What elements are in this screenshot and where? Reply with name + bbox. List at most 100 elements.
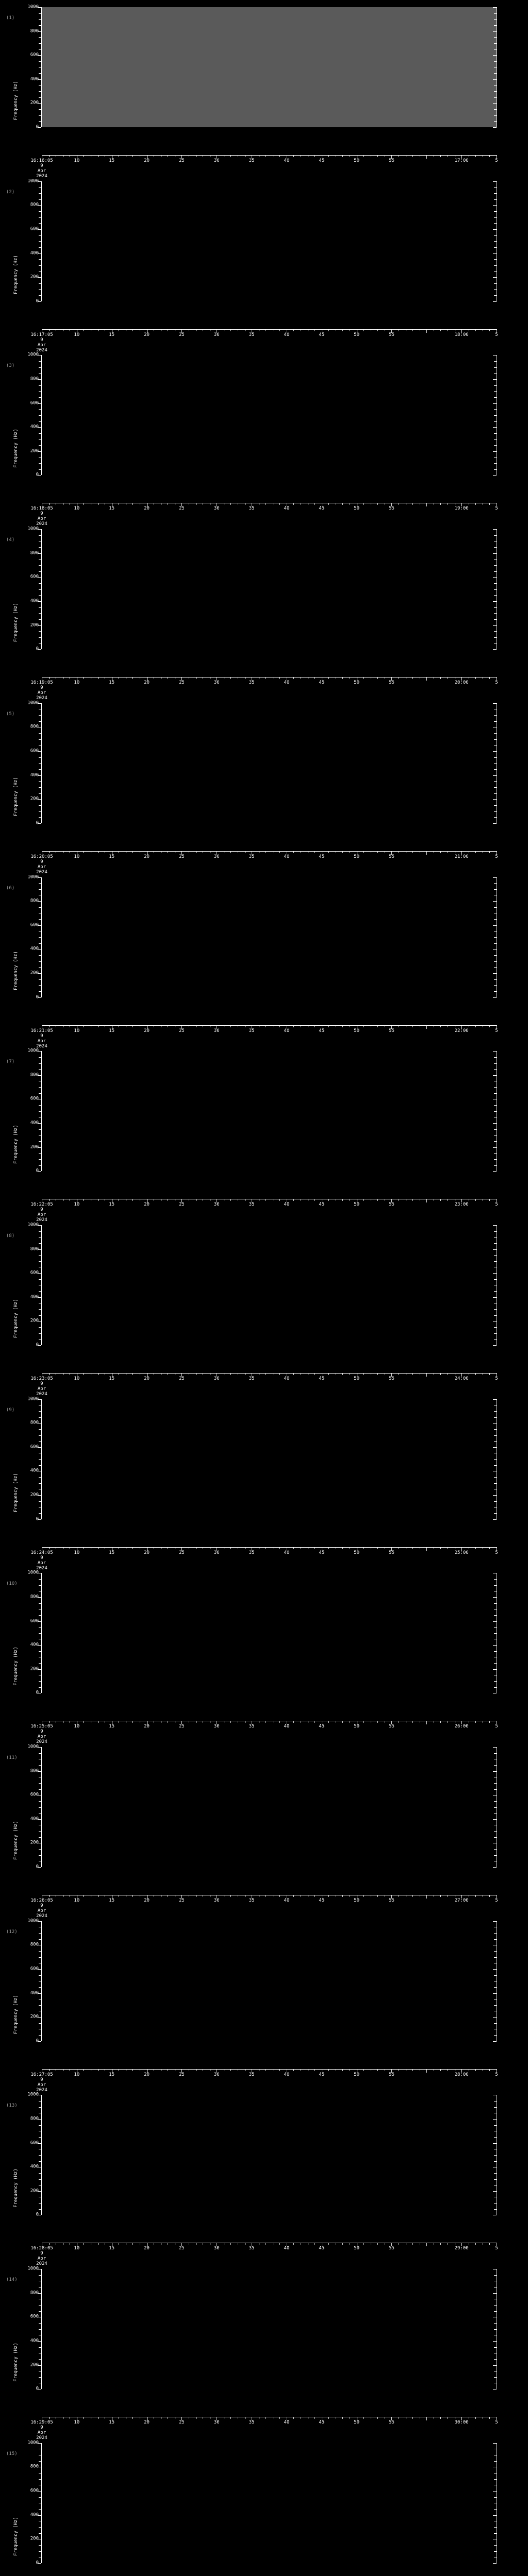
x-axis-end-timestamp-label: 23:00 bbox=[454, 1202, 469, 1208]
x-axis-end-timestamp-label: 29:00 bbox=[454, 2246, 469, 2251]
panel-plot-area[interactable] bbox=[42, 877, 497, 997]
x-axis-tick-label: 35 bbox=[249, 1724, 255, 1730]
y-axis-tick bbox=[38, 229, 41, 230]
right-axis-tick bbox=[494, 1987, 497, 1988]
panel-plot-area[interactable] bbox=[42, 1921, 497, 2041]
x-axis-tick bbox=[377, 2069, 378, 2071]
y-axis-tick bbox=[39, 1681, 41, 1682]
y-axis-tick-label: 200 bbox=[30, 1144, 39, 1150]
right-axis-tick bbox=[493, 1297, 497, 1298]
right-axis-tick bbox=[493, 1867, 497, 1868]
right-axis-tick bbox=[494, 1327, 497, 1328]
y-axis-tick-label: 400 bbox=[30, 1294, 39, 1300]
panel-number: (14) bbox=[6, 2277, 18, 2283]
y-axis-tick bbox=[39, 583, 41, 584]
panel-number: (12) bbox=[6, 1929, 18, 1935]
right-axis-tick bbox=[493, 427, 497, 428]
right-axis-tick bbox=[494, 85, 497, 86]
y-axis-tick-label: 1000 bbox=[27, 874, 39, 879]
right-axis-tick bbox=[493, 2119, 497, 2120]
panel-plot-area[interactable] bbox=[42, 703, 497, 823]
y-axis-tick bbox=[38, 775, 41, 776]
panel-plot-area[interactable] bbox=[42, 2095, 497, 2215]
x-axis-tick-label: 55 bbox=[389, 158, 394, 163]
right-axis-tick bbox=[494, 787, 497, 788]
x-axis-tick bbox=[412, 1372, 414, 1375]
y-axis-tick bbox=[38, 529, 41, 530]
right-axis-tick bbox=[493, 277, 497, 278]
spectrogram-image bbox=[42, 1573, 497, 1693]
x-axis-tick-label: 30 bbox=[213, 1028, 220, 1033]
panel-plot-area[interactable] bbox=[42, 7, 497, 127]
panel-plot-area[interactable] bbox=[42, 2443, 497, 2563]
x-axis-tick-label: 10 bbox=[74, 1202, 80, 1208]
y-axis-tick bbox=[39, 565, 41, 566]
y-axis-tick-label: 200 bbox=[30, 622, 39, 628]
y-axis-tick-label: 0 bbox=[36, 2038, 39, 2044]
x-axis-tick bbox=[293, 1547, 294, 1549]
y-axis-tick bbox=[39, 247, 41, 248]
x-axis-tick bbox=[475, 1372, 476, 1375]
panel-plot-area[interactable] bbox=[42, 1225, 497, 1345]
panel-plot-area[interactable] bbox=[42, 529, 497, 650]
right-axis-tick bbox=[493, 529, 497, 530]
y-axis-tick bbox=[39, 1951, 41, 1952]
right-axis-tick bbox=[494, 1477, 497, 1478]
y-axis-tick bbox=[39, 37, 41, 38]
x-axis-tick-label: 45 bbox=[319, 680, 325, 686]
panel-plot-area[interactable] bbox=[42, 181, 497, 301]
y-axis-tick-label: 800 bbox=[30, 1420, 39, 1426]
y-axis-tick bbox=[38, 973, 41, 974]
panel-plot-area[interactable] bbox=[42, 1747, 497, 1867]
right-axis-tick bbox=[494, 469, 497, 470]
right-axis-tick bbox=[494, 1093, 497, 1094]
y-axis-tick bbox=[39, 61, 41, 62]
right-axis-tick bbox=[493, 403, 497, 404]
x-axis-tick bbox=[48, 1547, 50, 1549]
right-axis-tick bbox=[494, 739, 497, 740]
right-axis-tick bbox=[494, 1651, 497, 1652]
y-axis-title: Frequency (Hz) bbox=[13, 429, 19, 468]
right-axis-tick bbox=[494, 583, 497, 584]
y-axis-tick bbox=[39, 805, 41, 806]
y-axis-tick-label: 1000 bbox=[27, 1918, 39, 1924]
panel-plot-area[interactable] bbox=[42, 1051, 497, 1172]
x-axis-tick bbox=[328, 1895, 329, 1897]
y-axis-line bbox=[41, 1051, 42, 1172]
x-axis-tick-label: 45 bbox=[319, 158, 325, 163]
x-axis-tick bbox=[426, 1199, 427, 1203]
x-axis-tick-label: 20 bbox=[144, 158, 150, 163]
y-axis-tick bbox=[39, 883, 41, 884]
x-axis-tick bbox=[342, 1372, 343, 1375]
x-axis-tick-label: 10 bbox=[74, 1724, 80, 1730]
right-axis-tick bbox=[494, 2551, 497, 2552]
x-axis-tick-label: 15 bbox=[109, 506, 115, 512]
y-axis-tick-label: 1000 bbox=[27, 1222, 39, 1228]
right-axis-tick bbox=[494, 2377, 497, 2378]
x-axis-tick-label: 20 bbox=[144, 1550, 150, 1555]
y-axis-tick-label: 200 bbox=[30, 2362, 39, 2367]
y-axis-tick bbox=[38, 1051, 41, 1052]
x-axis-tick bbox=[48, 1025, 50, 1027]
right-axis-tick bbox=[494, 961, 497, 962]
panel-plot-area[interactable] bbox=[42, 2269, 497, 2389]
x-axis-tick bbox=[489, 1025, 490, 1027]
panel-plot-area[interactable] bbox=[42, 1573, 497, 1693]
panel-number: (13) bbox=[6, 2103, 18, 2109]
x-axis-tick bbox=[328, 1547, 329, 1549]
y-axis-tick-label: 400 bbox=[30, 2512, 39, 2518]
x-axis-tick bbox=[412, 1199, 414, 1201]
y-axis-tick bbox=[39, 1291, 41, 1292]
x-axis-tick bbox=[461, 851, 463, 855]
right-axis-tick bbox=[494, 1681, 497, 1682]
panel-plot-area[interactable] bbox=[42, 355, 497, 476]
y-axis-tick bbox=[39, 2329, 41, 2330]
y-axis-tick bbox=[38, 181, 41, 182]
x-axis-tick bbox=[48, 503, 50, 505]
x-axis-tick-label: 10 bbox=[74, 158, 80, 163]
panel-plot-area[interactable] bbox=[42, 1399, 497, 1519]
x-axis-tick-label: 40 bbox=[284, 2420, 290, 2426]
y-axis-tick-label: 800 bbox=[30, 202, 39, 208]
y-axis-tick bbox=[38, 2143, 41, 2144]
right-axis-tick bbox=[494, 2527, 497, 2528]
